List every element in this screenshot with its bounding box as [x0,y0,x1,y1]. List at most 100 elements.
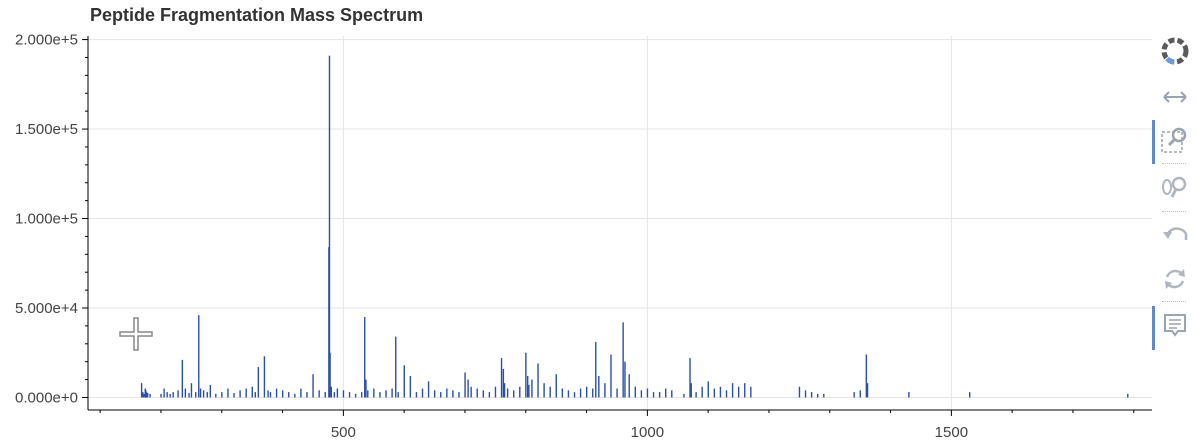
spectrum-peak [415,392,418,398]
spectrum-peak [908,392,910,398]
spectrum-peak [488,392,491,398]
spectrum-peak [188,393,190,398]
y-tick-label: 5.000e+4 [15,300,78,317]
spectrum-peak [202,390,205,398]
spectrum-peak [245,388,247,398]
spectrum-peak [254,392,256,398]
spectrum-peak [652,392,655,398]
spectrum-peak [470,386,472,398]
spectrum-peak [573,392,576,398]
spectrum-peak [690,383,692,398]
spectrum-peak [585,386,588,398]
spectrum-peak [452,390,454,398]
spectrum-peak [306,392,308,398]
spectrum-peak [257,367,260,398]
spectrum-peak [701,386,703,398]
spectrum-peak [288,392,290,398]
spectrum-peak [177,390,179,398]
spectrum-peak [549,386,551,398]
spectrum-peak [658,392,661,398]
undo-tool-icon[interactable] [1152,218,1196,252]
spectrum-peak [269,392,272,398]
spectrum-peak [163,388,165,398]
spectrum-peak [555,374,557,398]
spectrum-peak [403,365,405,398]
spectrum-peak [731,383,734,398]
spectrum-peak [604,383,606,398]
spectrum-peak [707,381,709,398]
reset-tool-icon[interactable] [1152,262,1196,296]
wheel-zoom-tool-icon[interactable] [1152,170,1196,204]
spectrum-peak [502,368,505,398]
box-zoom-tool-icon[interactable] [1152,120,1196,164]
spectrum-peak [853,392,855,398]
spectrum-peak [354,393,357,398]
spectrum-peak [318,390,320,398]
spectrum-peak [622,322,624,398]
spectrum-peak [184,388,187,398]
plot-toolbar [1152,30,1196,360]
y-tick-label: 1.000e+5 [15,211,78,228]
spectrum-plot[interactable]: 0.000e+0 5.000e+4 1.000e+5 1.500e+5 2.000e+5… [0,0,1152,440]
spectrum-peak [433,390,436,398]
spectrum-peak [385,390,387,398]
spectrum-peak [528,384,530,398]
spectrum-peak [227,388,229,398]
spectrum-peak [215,393,217,398]
spectrum-peak [537,363,539,398]
spectrum-peak [750,386,752,398]
spectrum-peak [324,392,326,398]
spectrum-peak [160,393,162,398]
spectrum-peak [209,384,212,398]
spectrum-peak [525,352,527,398]
spectrum-peak [142,392,144,398]
spectrum-peak [421,388,424,398]
y-tick-label: 2.000e+5 [15,32,78,49]
spectrum-peak [239,390,241,398]
spectrum-peak [146,393,149,398]
spectrum-peak [804,390,807,398]
x-tick-label: 1000 [631,424,664,440]
spectrum-peak [640,390,643,398]
spectrum-peak [519,386,521,398]
pan-tool-icon[interactable] [1152,80,1196,114]
spectrum-peak [181,359,184,398]
bokeh-logo-icon[interactable] [1152,34,1196,68]
spectrum-peak [328,55,331,398]
spectrum-peak [263,356,266,398]
chart-title: Peptide Fragmentation Mass Spectrum [90,5,424,25]
x-tick-label: 500 [331,424,356,440]
spectrum-peak [166,392,168,398]
spectrum-bars [140,55,1129,398]
spectrum-peak [817,393,819,398]
spectrum-peak [198,315,200,398]
spectrum-peak [169,393,171,398]
hover-tool-icon[interactable] [1152,306,1196,350]
spectrum-peak [300,388,302,398]
spectrum-peak [737,386,740,398]
spectrum-peak [342,390,345,398]
spectrum-peak [195,392,197,398]
spectrum-peak [361,392,363,398]
spectrum-peak [744,383,746,398]
spectrum-peak [531,379,533,398]
spectrum-peak [172,392,174,398]
spectrum-peak [364,316,366,398]
spectrum-peak [513,390,515,398]
spectrum-peak [598,376,600,398]
spectrum-peak [275,388,278,398]
spectrum-peak [427,381,430,398]
spectrum-peak [312,374,314,398]
spectrum-peak [646,388,649,398]
spectrum-peak [397,392,399,398]
spectrum-peak [395,336,397,398]
spectrum-peak [526,376,529,398]
spectrum-peak [634,386,636,398]
spectrum-peak [143,393,145,398]
spectrum-peak [561,388,564,398]
spectrum-peak [267,390,269,398]
spectrum-peak [859,390,861,398]
spectrum-peak [329,352,331,398]
spectrum-peak [865,354,868,398]
spectrum-peak [543,383,545,398]
